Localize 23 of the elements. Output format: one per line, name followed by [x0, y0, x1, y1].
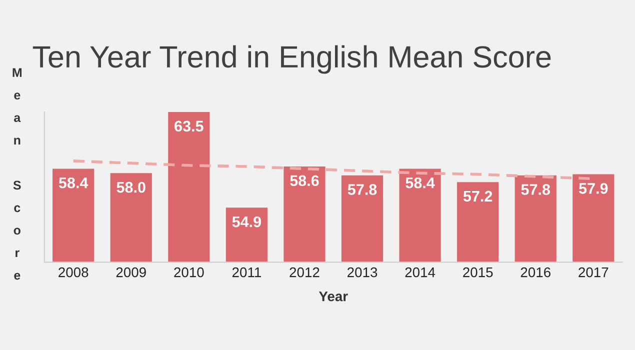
x-tick-label: 2015	[463, 267, 493, 278]
text: Mean Score	[12, 68, 22, 280]
x-tick-label: 2009	[116, 267, 146, 278]
x-tick-label: 2014	[405, 267, 436, 278]
data-label: 58.6	[290, 175, 319, 186]
data-label: 57.2	[463, 190, 492, 202]
x-tick-label: 2010	[174, 267, 204, 278]
data-label: 57.8	[521, 184, 550, 195]
chart-title: Ten Year Trend in English Mean Score	[32, 45, 551, 74]
data-label: 57.8	[348, 184, 377, 195]
data-label: 58.4	[58, 177, 88, 188]
x-tick-label: 2011	[232, 267, 261, 278]
data-label: 58.0	[116, 182, 146, 193]
x-tick-label: 2013	[348, 267, 378, 278]
x-tick-label: 2012	[290, 267, 320, 278]
data-label: 58.4	[406, 177, 435, 188]
x-tick-label: 2016	[520, 267, 550, 278]
data-label: 54.9	[232, 216, 261, 228]
x-axis-title: Year	[318, 292, 348, 302]
x-tick-label: 2008	[58, 267, 88, 278]
data-label: 57.9	[579, 183, 608, 194]
data-label: 63.5	[174, 120, 204, 132]
x-tick-label: 2017	[578, 267, 608, 278]
